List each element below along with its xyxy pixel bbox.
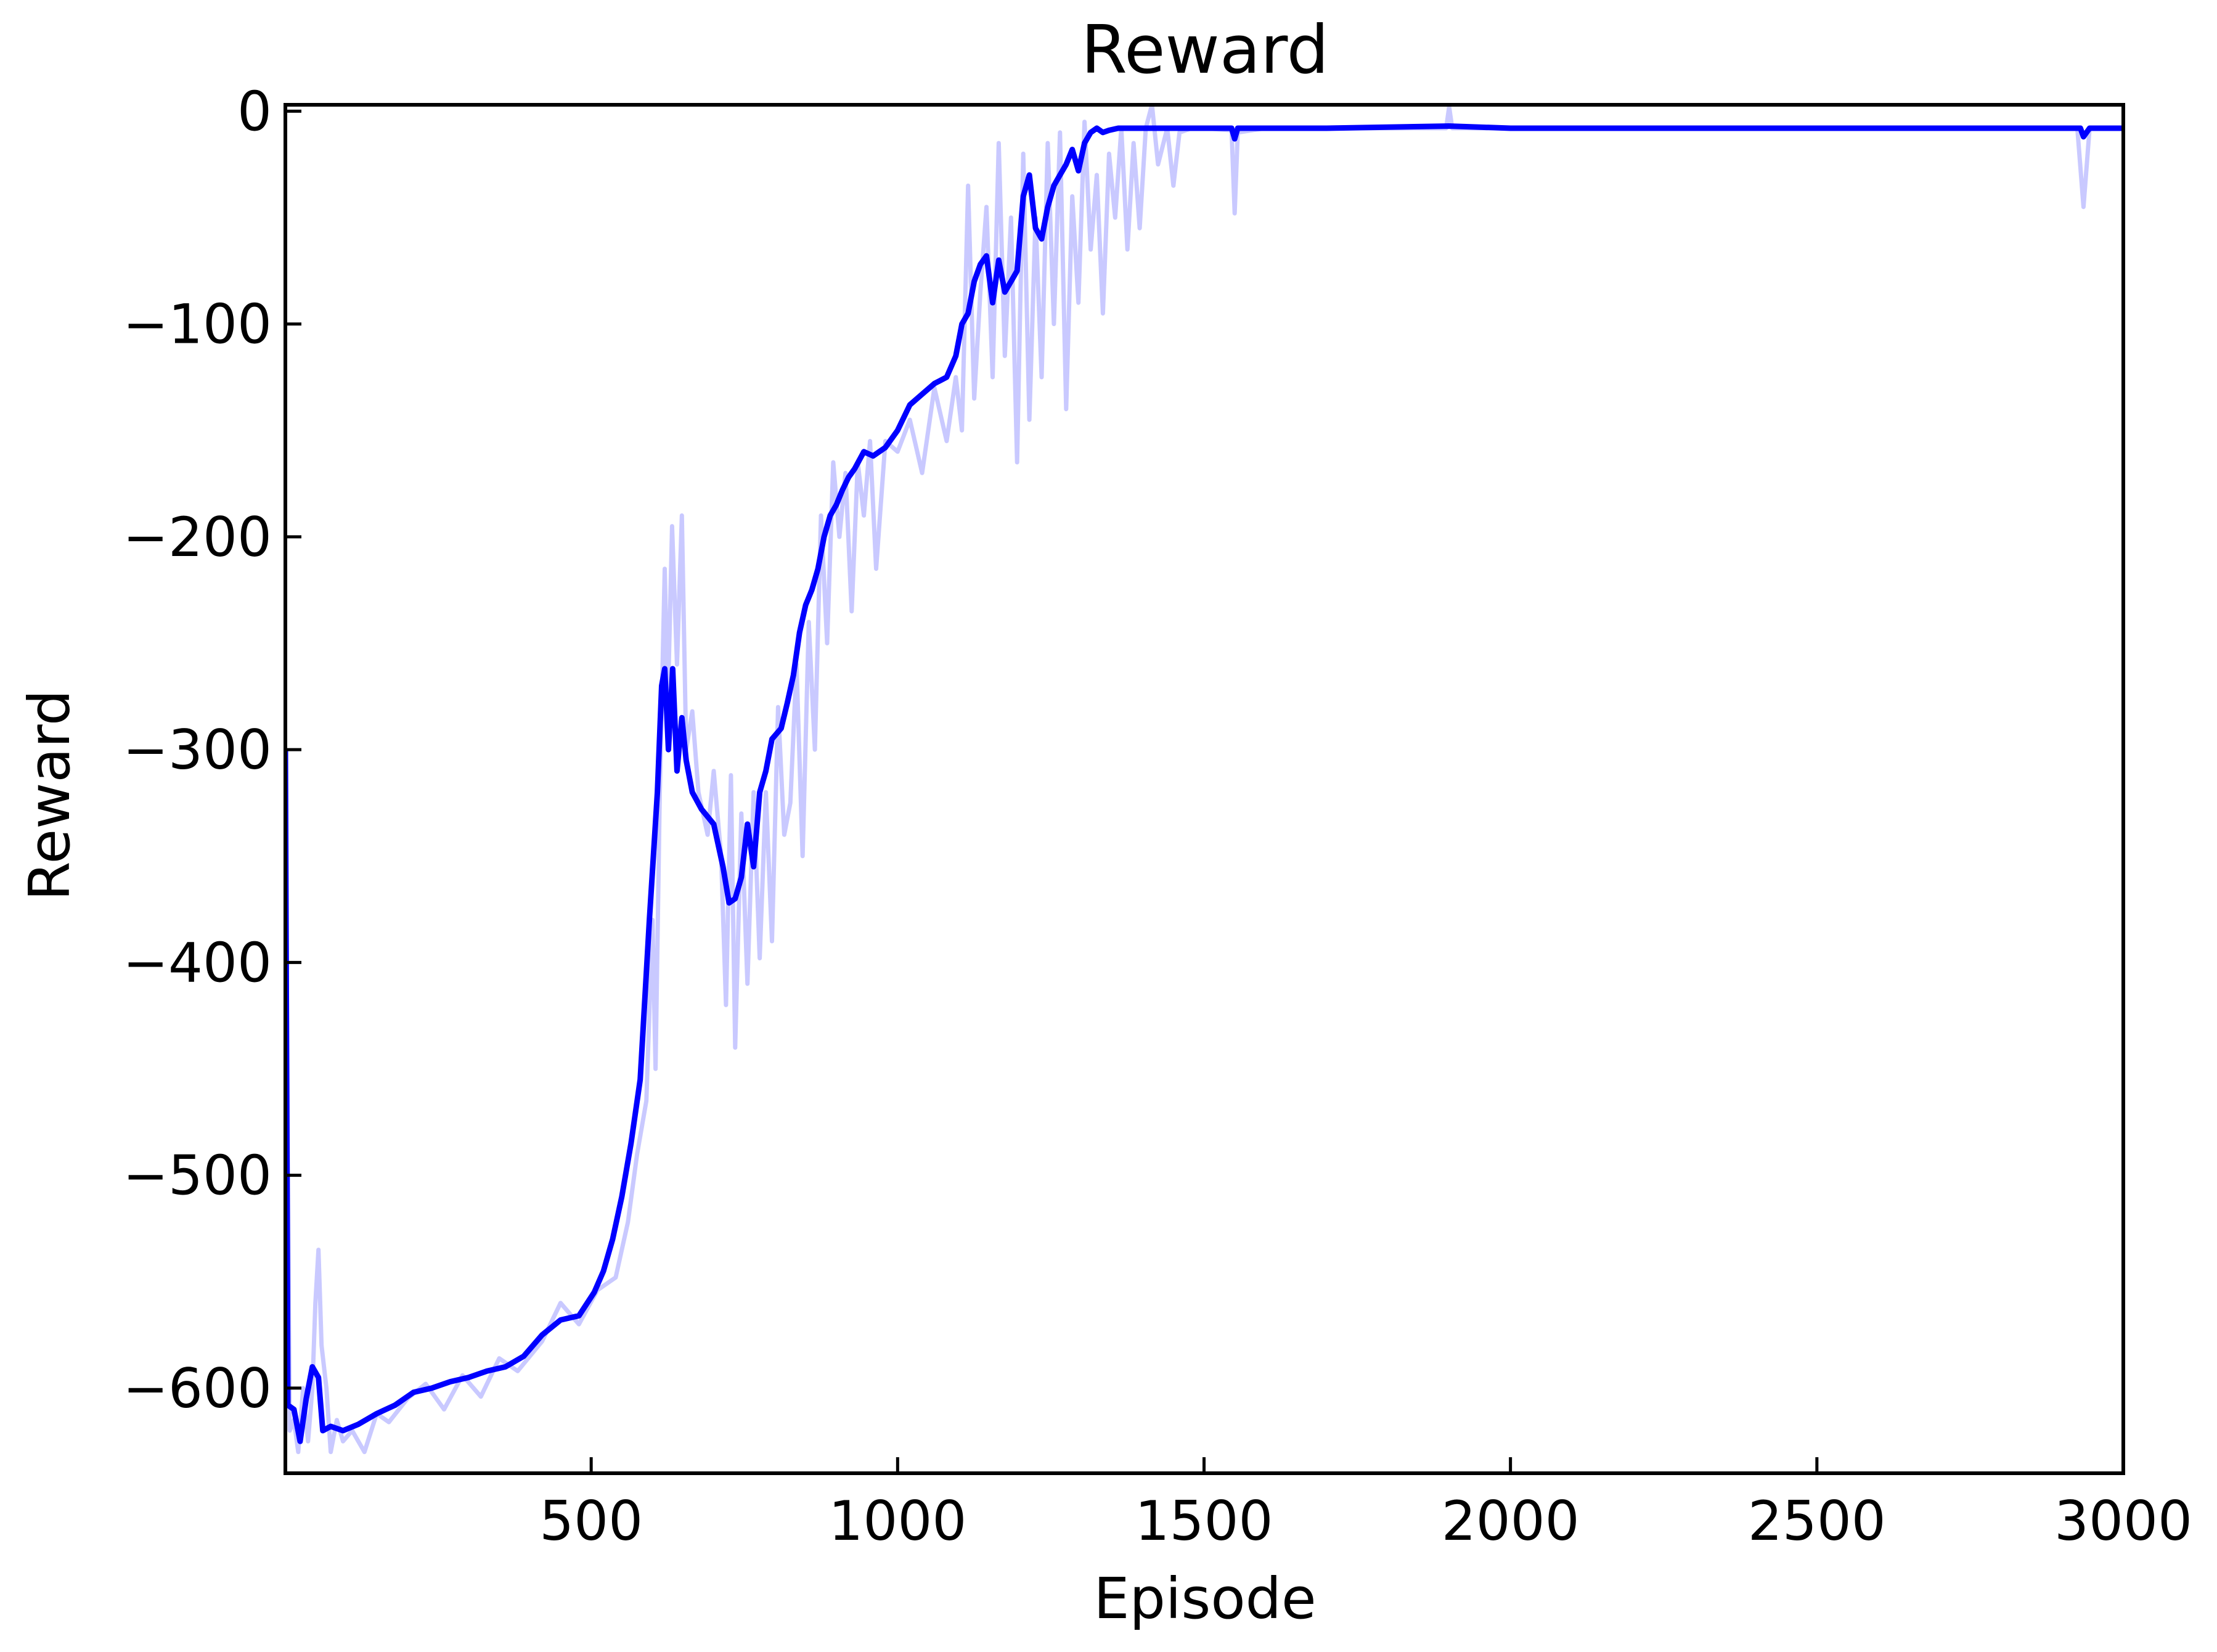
x-axis-ticks: 500 1000 1500 2000 2500 3000 [539,1457,2192,1553]
x-tick-label: 500 [539,1489,643,1553]
y-axis-label: Reward [17,690,83,901]
y-tick-label: −300 [123,718,272,782]
x-axis-label: Episode [1093,1566,1316,1632]
x-tick-label: 3000 [2054,1489,2192,1553]
y-axis-ticks: 0 −100 −200 −300 −400 −500 −600 [123,80,301,1420]
plot-area [285,105,2123,1454]
y-tick-label: −500 [123,1144,272,1208]
x-tick-label: 1500 [1135,1489,1273,1553]
x-tick-label: 1000 [828,1489,966,1553]
x-tick-label: 2500 [1748,1489,1886,1553]
smoothed-series-line [285,123,2123,1444]
chart-title: Reward [1081,12,1329,89]
y-tick-label: −200 [123,505,272,569]
y-tick-label: 0 [237,80,272,143]
y-tick-label: −100 [123,293,272,356]
plot-frame [284,103,2125,1475]
y-tick-label: −600 [123,1357,272,1420]
x-tick-label: 2000 [1442,1489,1580,1553]
series-layer [285,105,2123,1454]
raw-series-line [285,105,2123,1454]
y-tick-label: −400 [123,931,272,994]
